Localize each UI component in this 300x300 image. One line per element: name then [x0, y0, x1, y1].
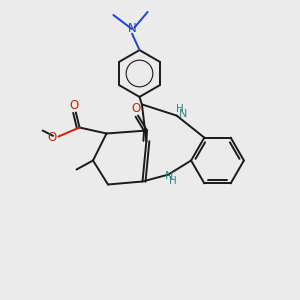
Text: H: H [176, 104, 184, 114]
Text: O: O [132, 102, 141, 116]
Text: O: O [70, 99, 79, 112]
Text: O: O [47, 130, 56, 144]
Text: N: N [165, 171, 173, 182]
Text: N: N [179, 109, 188, 119]
Text: N: N [128, 22, 136, 35]
Text: H: H [169, 176, 177, 186]
